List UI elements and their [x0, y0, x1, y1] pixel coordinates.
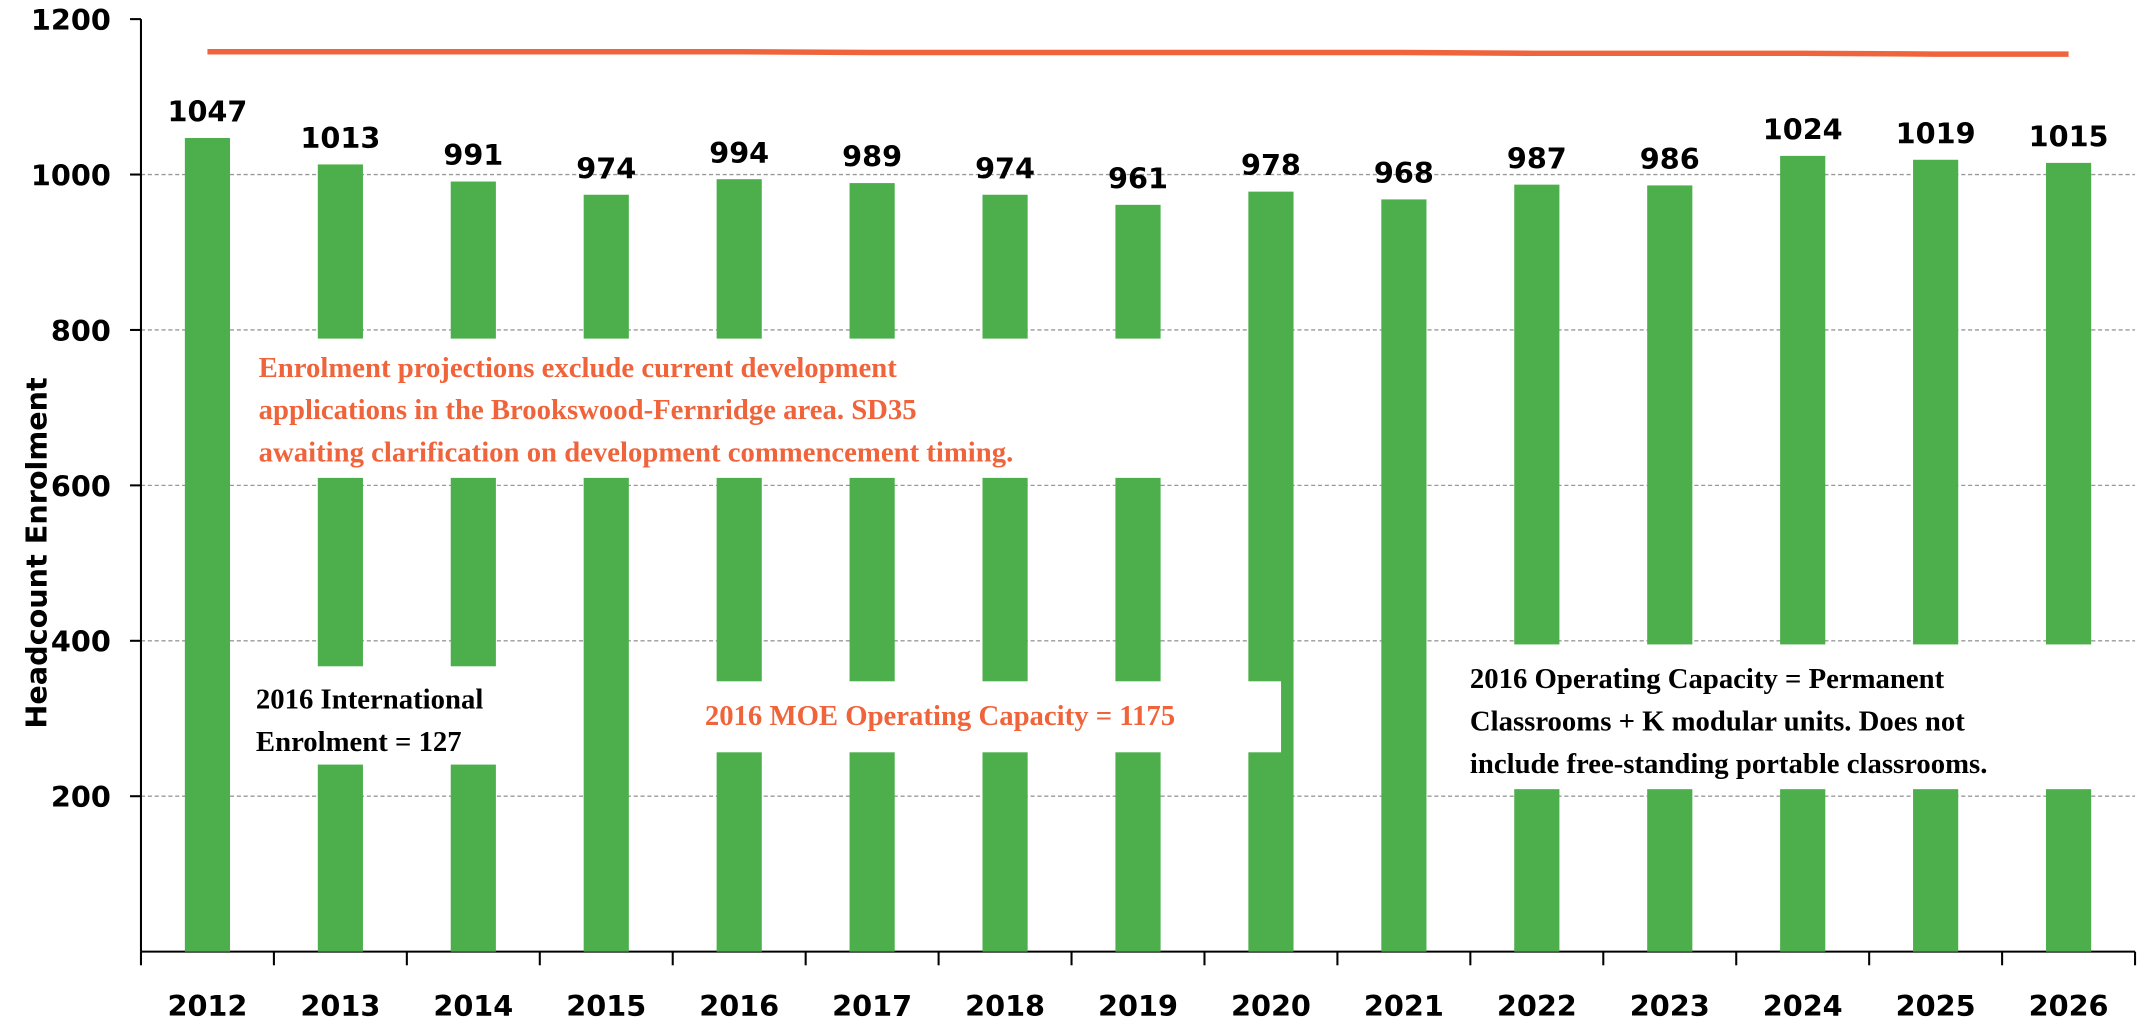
annotation-text: 2016 Operating Capacity = Permanent — [1470, 663, 1945, 695]
annotation-text: 2016 MOE Operating Capacity = 1175 — [705, 700, 1175, 732]
capacity-line — [207, 49, 2069, 57]
bar — [982, 194, 1028, 952]
annotation-text: 2016 International — [256, 684, 483, 716]
value-label: 987 — [1507, 141, 1567, 175]
x-tick-label: 2022 — [1497, 989, 1577, 1023]
bar — [450, 181, 496, 952]
x-tick-label: 2023 — [1630, 989, 1710, 1023]
bar — [1514, 184, 1560, 952]
annotation-text: Enrolment = 127 — [256, 726, 462, 758]
value-label: 974 — [576, 151, 636, 185]
bar — [2045, 162, 2092, 952]
value-label: 1019 — [1896, 116, 1976, 150]
value-label: 1047 — [167, 95, 247, 129]
x-tick-label: 2018 — [965, 989, 1045, 1023]
bar — [317, 164, 363, 952]
annotation-text: Classrooms + K modular units. Does not — [1470, 705, 1965, 737]
value-label: 989 — [842, 140, 902, 174]
value-label: 1015 — [2029, 120, 2109, 154]
y-tick-label: 800 — [51, 314, 111, 348]
bar — [1647, 185, 1693, 952]
y-tick-label: 600 — [51, 469, 111, 503]
annotation-box — [1454, 644, 2118, 790]
annotation-text: Enrolment projections exclude current de… — [259, 352, 898, 384]
annotation-box — [246, 666, 562, 765]
x-tick-label: 2015 — [566, 989, 646, 1023]
annotation-text: applications in the Brookswood-Fernridge… — [259, 394, 917, 426]
y-tick-label: 1200 — [31, 3, 111, 37]
x-tick-label: 2024 — [1763, 989, 1843, 1023]
y-axis-label: Headcount Enrolment — [20, 377, 54, 729]
value-label: 978 — [1241, 148, 1301, 182]
bar — [1780, 155, 1826, 952]
bar — [1913, 159, 1959, 952]
value-label: 974 — [975, 151, 1035, 185]
x-tick-label: 2019 — [1098, 989, 1178, 1023]
y-tick-label: 200 — [51, 780, 111, 814]
x-tick-label: 2012 — [167, 989, 247, 1023]
annotation-text: include free-standing portable classroom… — [1470, 748, 1988, 780]
x-tick-label: 2026 — [2029, 989, 2109, 1023]
bar — [184, 138, 231, 952]
x-tick-label: 2021 — [1364, 989, 1444, 1023]
bar — [716, 179, 762, 952]
x-tick-label: 2025 — [1896, 989, 1976, 1023]
x-tick-label: 2017 — [832, 989, 912, 1023]
x-tick-label: 2016 — [699, 989, 779, 1023]
x-tick-label: 2020 — [1231, 989, 1311, 1023]
value-label: 1024 — [1763, 113, 1843, 147]
value-label: 991 — [443, 138, 503, 172]
bar — [849, 183, 895, 952]
annotation-box — [250, 338, 1182, 478]
x-tick-label: 2014 — [433, 989, 513, 1023]
value-label: 961 — [1108, 161, 1168, 195]
value-label: 968 — [1374, 156, 1434, 190]
annotation-box — [643, 681, 1282, 753]
y-tick-label: 1000 — [31, 158, 111, 192]
bar — [1381, 199, 1427, 952]
annotation-text: awaiting clarification on development co… — [259, 437, 1014, 469]
y-tick-label: 400 — [51, 625, 111, 659]
value-label: 986 — [1640, 142, 1700, 176]
bar — [1248, 191, 1294, 952]
bar — [1115, 204, 1161, 952]
bar — [583, 194, 629, 952]
x-tick-label: 2013 — [300, 989, 380, 1023]
value-label: 1013 — [300, 121, 380, 155]
value-label: 994 — [709, 136, 769, 170]
